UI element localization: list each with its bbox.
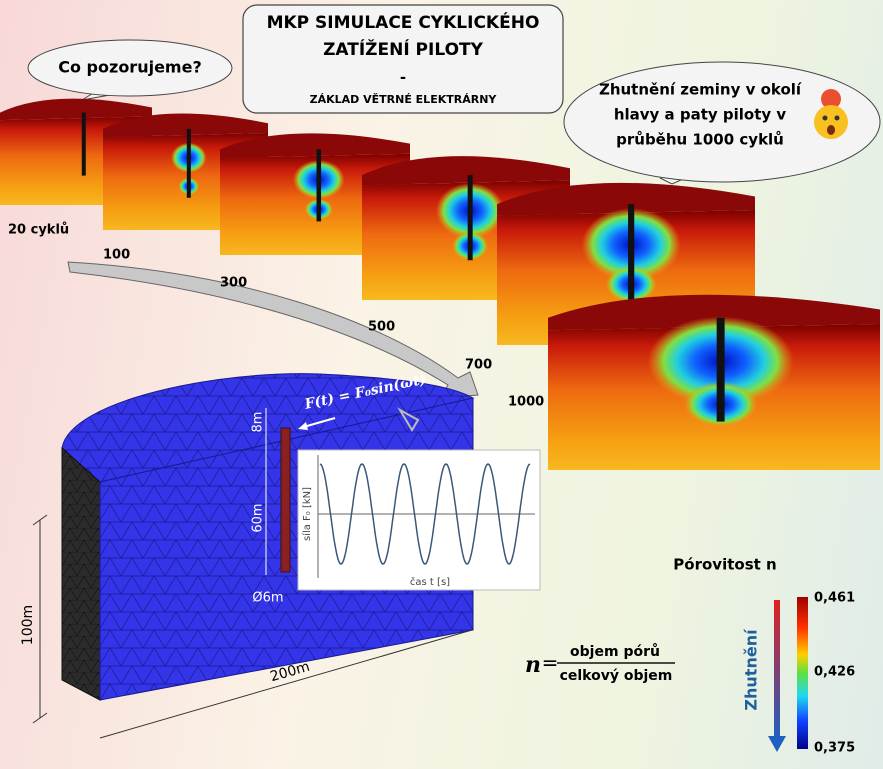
title-line: MKP SIMULACE CYKLICKÉHO (267, 11, 540, 33)
eq-symbol: n (525, 652, 541, 678)
force-arrowhead (298, 422, 308, 430)
slice-top (548, 294, 880, 331)
stage-label: 20 cyklů (8, 223, 69, 238)
title-line: ZATÍŽENÍ PILOTY (323, 38, 484, 60)
plot-y-label: síla F₀ [kN] (301, 487, 313, 541)
subtitle: ZÁKLAD VĚTRNÉ ELEKTRÁRNY (310, 93, 498, 106)
pile (716, 317, 725, 422)
dim-label: 100m (20, 605, 36, 645)
slice-top (362, 156, 570, 186)
eq-equals: = (542, 651, 559, 675)
colorbar-label: 0,426 (814, 665, 855, 680)
colorbar-label: 0,375 (814, 741, 855, 756)
dim-label: 8m (251, 412, 266, 433)
bubble (27, 39, 233, 97)
plot-x-label: čas t [s] (410, 576, 450, 588)
colorbar-label: 0,461 (814, 591, 855, 606)
compaction-label: Zhutnění (742, 628, 761, 711)
plot-box (297, 449, 541, 591)
stage-label: 500 (368, 320, 395, 335)
slice (548, 294, 880, 470)
stage-label: 1000 (508, 395, 544, 410)
slice-top (497, 182, 755, 216)
stage-label: 300 (220, 276, 247, 291)
slices (0, 98, 880, 470)
dim-line (99, 629, 473, 739)
slice-top (220, 133, 410, 159)
pile (628, 204, 635, 301)
bubble (563, 61, 881, 183)
porosity-label: Pórovitost n (673, 556, 776, 574)
dim-tick (32, 514, 48, 526)
bubble-text: průběhu 1000 cyklů (616, 131, 784, 149)
emoji (814, 89, 848, 139)
bubble-text: Zhutnění zeminy v okolí (599, 81, 802, 99)
dim-label: Ø6m (252, 591, 283, 606)
bubble-text: hlavy a paty piloty v (614, 106, 787, 124)
pile (81, 112, 86, 176)
dim-tick (32, 712, 48, 724)
stage-label: 700 (465, 358, 492, 373)
compaction-arrow (774, 600, 780, 738)
model-side (61, 446, 101, 701)
pile (280, 427, 291, 573)
pile (316, 149, 322, 222)
compaction-arrowhead (768, 736, 786, 752)
title-box (242, 4, 564, 114)
title-line: - (400, 69, 406, 87)
eq-numerator: objem pórů (570, 643, 660, 660)
dim-label: 60m (251, 503, 266, 532)
pile (467, 175, 473, 261)
eq-denominator: celkový objem (560, 668, 673, 684)
stage-label: 100 (103, 248, 130, 263)
model-top (61, 373, 475, 483)
slice-top (103, 113, 268, 138)
axes-icon (397, 407, 420, 432)
sine-curve (319, 463, 531, 565)
slice-top (0, 98, 152, 121)
colorbar (797, 597, 808, 749)
bubble-text: Co pozorujeme? (58, 58, 201, 77)
pile (186, 128, 191, 198)
